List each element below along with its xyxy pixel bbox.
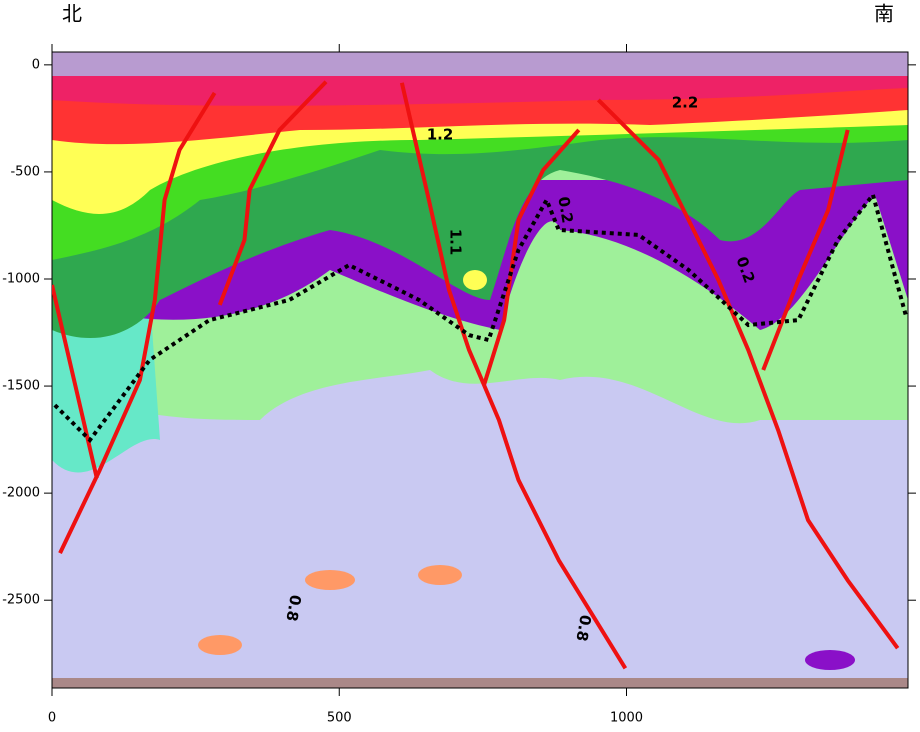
contour-label: 1.2 [427,126,454,144]
resistivity-field [52,52,908,688]
contour-label: 2.2 [672,94,699,112]
x-tick-label: 0 [48,711,56,726]
fault-line [58,91,217,554]
fault-line [761,129,850,371]
plot-frame [51,51,909,689]
fault-line [482,128,581,386]
y-tick-label: -500 [10,164,40,179]
boundary-line [53,190,908,444]
left-label: 北 [62,2,82,26]
y-tick-label: 0 [32,57,40,72]
y-tick-label: -2000 [2,486,40,501]
y-tick-label: -1500 [2,379,40,394]
fault-line [52,284,99,479]
contour-label: 1.1 [447,229,465,256]
y-tick-label: -2500 [2,593,40,608]
contour-label: 0.8 [572,613,594,642]
fault-line [217,80,328,306]
fault-line [596,98,900,650]
x-tick-label: 1000 [610,711,643,726]
y-tick-label: -1000 [2,271,40,286]
contour-label: 0.2 [554,195,576,224]
right-label: 南 [874,2,894,26]
x-tick-label: 500 [327,711,352,726]
contour-label: 0.8 [282,593,304,622]
